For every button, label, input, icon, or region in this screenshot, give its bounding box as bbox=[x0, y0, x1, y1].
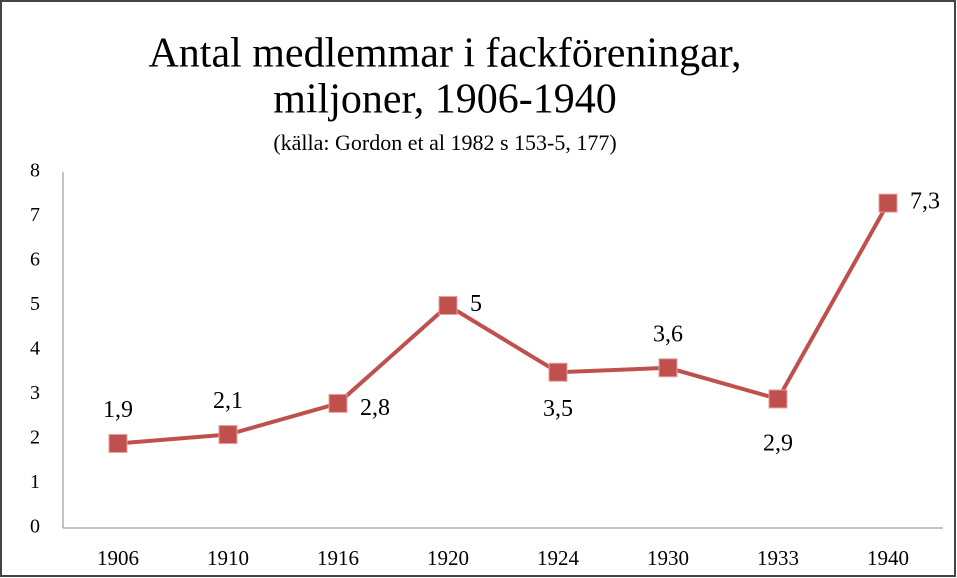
series-line bbox=[117, 202, 890, 446]
marker bbox=[548, 362, 568, 382]
data-label: 3,6 bbox=[653, 321, 683, 347]
x-tick-label: 1916 bbox=[317, 546, 359, 570]
marker bbox=[768, 389, 788, 409]
data-label: 3,5 bbox=[543, 396, 573, 422]
x-tick-label: 1924 bbox=[537, 546, 580, 570]
data-label: 2,9 bbox=[763, 430, 793, 456]
data-label: 5 bbox=[470, 291, 482, 317]
data-label: 2,1 bbox=[213, 388, 243, 414]
y-tick-label: 3 bbox=[30, 382, 40, 404]
y-tick-label: 6 bbox=[30, 249, 40, 271]
data-label: 2,8 bbox=[360, 395, 390, 421]
marker bbox=[658, 358, 678, 378]
data-label: 7,3 bbox=[910, 189, 940, 215]
marker bbox=[108, 433, 128, 453]
y-tick-label: 8 bbox=[30, 160, 40, 182]
y-tick-label: 1 bbox=[30, 471, 40, 493]
x-tick-label: 1940 bbox=[867, 546, 909, 570]
chart-subtitle: (källa: Gordon et al 1982 s 153-5, 177) bbox=[273, 130, 616, 155]
marker bbox=[218, 425, 238, 445]
data-label: 1,9 bbox=[103, 397, 133, 423]
y-tick-label: 0 bbox=[30, 516, 40, 538]
x-tick-label: 1920 bbox=[427, 546, 469, 570]
marker bbox=[438, 296, 458, 315]
y-tick-label: 4 bbox=[30, 338, 40, 360]
marker bbox=[878, 193, 898, 213]
x-tick-label: 1906 bbox=[97, 546, 139, 570]
y-tick-label: 2 bbox=[30, 427, 40, 449]
y-tick-label: 7 bbox=[30, 204, 40, 226]
chart-title: Antal medlemmar i fackföreningar, bbox=[148, 31, 741, 77]
marker bbox=[328, 393, 348, 413]
chart-title: miljoner, 1906-1940 bbox=[273, 77, 617, 123]
x-tick-label: 1930 bbox=[647, 546, 689, 570]
y-tick-label: 5 bbox=[30, 293, 40, 315]
x-tick-label: 1933 bbox=[757, 546, 799, 570]
x-tick-label: 1910 bbox=[207, 546, 249, 570]
